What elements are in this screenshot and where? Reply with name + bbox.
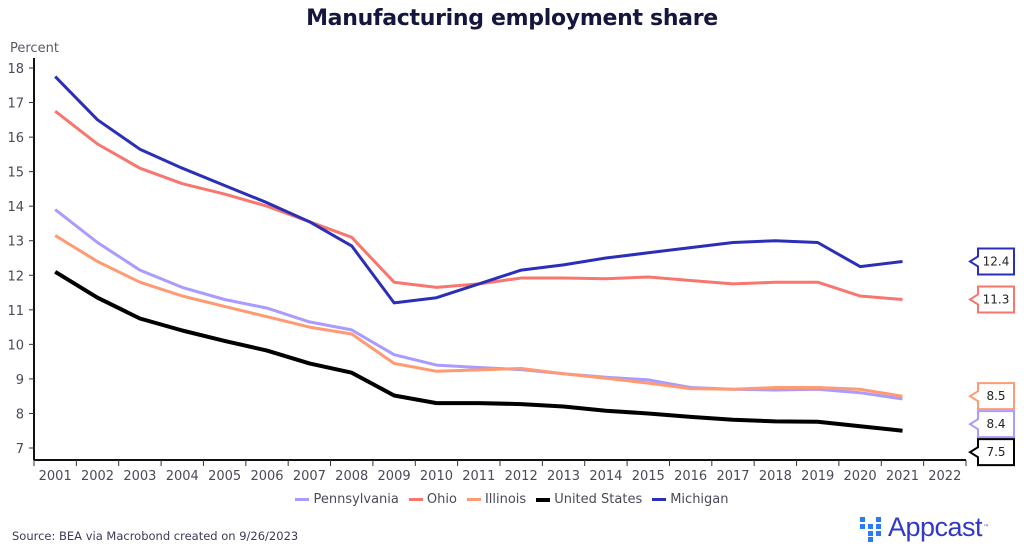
y-tick-label: 7 bbox=[16, 442, 24, 457]
x-tick-label: 2017 bbox=[716, 469, 749, 484]
callout-value: 12.4 bbox=[983, 254, 1010, 268]
callout-box bbox=[968, 247, 1015, 276]
callout-united-states: 7.5 bbox=[968, 438, 1015, 467]
x-tick-label: 2009 bbox=[378, 469, 411, 484]
appcast-logo: Appcast ™ bbox=[860, 512, 989, 543]
series-line-ohio bbox=[54, 110, 903, 301]
y-tick-label: 16 bbox=[7, 131, 24, 146]
y-tick-label: 14 bbox=[7, 200, 24, 215]
last-value-callouts: 12.4 11.3 8.5 8.4 7.5 bbox=[968, 247, 1015, 467]
legend-label: Pennsylvania bbox=[313, 492, 399, 507]
legend-label: Ohio bbox=[426, 492, 457, 507]
legend-item-pennsylvania: Pennsylvania bbox=[295, 492, 399, 507]
callout-michigan: 12.4 bbox=[968, 247, 1015, 276]
x-tick-label: 2020 bbox=[844, 469, 877, 484]
legend-item-united-states: United States bbox=[536, 492, 642, 507]
source-note: Source: BEA via Macrobond created on 9/2… bbox=[12, 529, 299, 543]
y-axis: 7 8 9 10 11 12 13 14 15 16 17 18 bbox=[7, 58, 35, 460]
y-tick-label: 18 bbox=[7, 62, 24, 77]
x-axis: 2001 2002 2003 2004 2005 2006 2007 2008 2009 2010… bbox=[33, 459, 967, 484]
legend-swatch bbox=[652, 498, 667, 501]
callout-pennsylvania: 8.4 bbox=[968, 410, 1015, 439]
x-tick-label: 2004 bbox=[166, 469, 199, 484]
legend-item-michigan: Michigan bbox=[652, 492, 729, 507]
x-tick-label: 2001 bbox=[39, 469, 72, 484]
y-tick-label: 12 bbox=[7, 269, 24, 284]
x-tick-label: 2008 bbox=[335, 469, 368, 484]
callout-value: 8.5 bbox=[986, 389, 1005, 403]
x-tick-label: 2012 bbox=[505, 469, 538, 484]
legend: Pennsylvania Ohio Illinois United States Mic… bbox=[0, 492, 1024, 507]
y-axis-label: Percent bbox=[10, 41, 59, 56]
series-lines bbox=[54, 75, 903, 433]
y-tick-label: 10 bbox=[7, 338, 24, 353]
callout-value: 11.3 bbox=[983, 292, 1010, 306]
callout-ohio: 11.3 bbox=[968, 285, 1015, 314]
x-tick-label: 2015 bbox=[632, 469, 665, 484]
x-tick-label: 2006 bbox=[250, 469, 283, 484]
legend-swatch bbox=[295, 498, 310, 501]
legend-swatch bbox=[536, 497, 551, 502]
series-line-pennsylvania bbox=[54, 208, 903, 401]
chart-title: Manufacturing employment share bbox=[306, 6, 718, 31]
y-tick-label: 8 bbox=[16, 407, 24, 422]
legend-label: United States bbox=[554, 492, 643, 507]
x-tick-label: 2010 bbox=[420, 469, 453, 484]
x-tick-label: 2022 bbox=[928, 469, 961, 484]
x-tick-label: 2007 bbox=[293, 469, 326, 484]
legend-swatch bbox=[466, 498, 481, 501]
y-tick-label: 17 bbox=[7, 97, 24, 112]
series-line-michigan bbox=[54, 75, 903, 305]
appcast-logo-text: Appcast bbox=[888, 512, 983, 542]
x-tick-label: 2005 bbox=[208, 469, 241, 484]
x-tick-label: 2003 bbox=[123, 469, 156, 484]
x-tick-label: 2014 bbox=[589, 469, 622, 484]
y-tick-label: 11 bbox=[7, 304, 24, 319]
callout-value: 7.5 bbox=[986, 445, 1005, 459]
x-tick-label: 2013 bbox=[547, 469, 580, 484]
x-tick-label: 2021 bbox=[886, 469, 919, 484]
callout-box bbox=[968, 285, 1015, 314]
appcast-logo-icon bbox=[860, 515, 882, 542]
legend-item-illinois: Illinois bbox=[466, 492, 527, 507]
callout-value: 8.4 bbox=[986, 417, 1005, 431]
series-line-illinois bbox=[54, 234, 903, 398]
x-tick-label: 2011 bbox=[462, 469, 495, 484]
callout-box bbox=[968, 438, 1015, 467]
legend-swatch bbox=[408, 498, 423, 501]
trademark-symbol: ™ bbox=[983, 524, 990, 531]
callout-box bbox=[968, 382, 1015, 411]
callout-box bbox=[968, 410, 1015, 439]
x-tick-label: 2016 bbox=[674, 469, 707, 484]
legend-label: Michigan bbox=[670, 492, 729, 507]
y-tick-label: 13 bbox=[7, 235, 24, 250]
legend-item-ohio: Ohio bbox=[408, 492, 457, 507]
x-tick-label: 2018 bbox=[759, 469, 792, 484]
y-tick-label: 15 bbox=[7, 166, 24, 181]
y-tick-label: 9 bbox=[16, 373, 24, 388]
series-line-united-states bbox=[54, 270, 903, 433]
x-tick-label: 2002 bbox=[81, 469, 114, 484]
legend-label: Illinois bbox=[484, 492, 527, 507]
x-tick-label: 2019 bbox=[801, 469, 834, 484]
callout-illinois: 8.5 bbox=[968, 382, 1015, 411]
